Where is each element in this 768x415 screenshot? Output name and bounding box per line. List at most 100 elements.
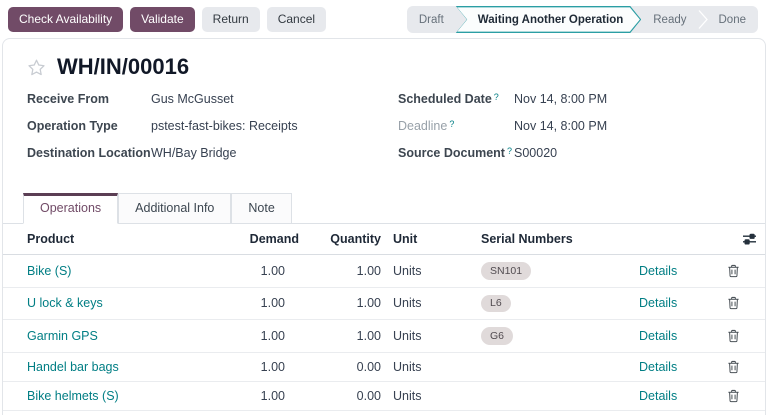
button-check-availability[interactable]: Check Availability (8, 6, 124, 33)
table-row: U lock & keys 1.00 1.00 Units L6 Details (3, 287, 765, 320)
page-title: WH/IN/00016 (57, 54, 190, 79)
table-row: Bike (S) 1.00 1.00 Units SN101 Details (3, 255, 765, 288)
chevron-right-icon (696, 6, 710, 33)
delete-row-button[interactable] (701, 296, 765, 310)
table-row: Handel bar bags 1.00 0.00 Units Details (3, 352, 765, 382)
unit-cell: Units (393, 359, 422, 374)
field-value[interactable]: WH/Bay Bridge (151, 146, 237, 160)
field-label: Destination Location (27, 146, 151, 160)
help-icon: ? (506, 146, 512, 156)
field-value[interactable]: Gus McGusset (151, 92, 234, 106)
field-source-document: Source Document? S00020 (398, 146, 741, 160)
delete-row-button[interactable] (701, 329, 765, 343)
sliders-icon (742, 232, 757, 246)
form-sheet: WH/IN/00016 Receive From Gus McGusset Op… (2, 38, 766, 415)
button-validate[interactable]: Validate (130, 6, 195, 33)
product-link[interactable]: Bike (S) (27, 263, 72, 278)
field-receive-from: Receive From Gus McGusset (27, 92, 398, 106)
tab-additional-info[interactable]: Additional Info (118, 193, 232, 223)
delete-row-button[interactable] (701, 264, 765, 278)
trash-icon (727, 360, 740, 374)
status-step-label: Waiting Another Operation (477, 13, 624, 26)
status-step-active-fill (457, 7, 640, 31)
help-icon: ? (449, 119, 455, 129)
demand-cell[interactable]: 1.00 (260, 263, 285, 278)
button-return[interactable]: Return (201, 6, 260, 33)
product-link[interactable]: Handel bar bags (27, 359, 119, 374)
details-button[interactable]: Details (639, 328, 678, 343)
trash-icon (727, 296, 740, 310)
statusbar: Draft Waiting Another Operation Ready Don… (406, 6, 758, 33)
header-demand: Demand (249, 232, 299, 246)
operations-table: Product Demand Quantity Unit Serial Numb… (3, 224, 765, 411)
field-area: Receive From Gus McGusset Operation Type… (3, 92, 765, 173)
table-header-row: Product Demand Quantity Unit Serial Numb… (3, 224, 765, 255)
details-button[interactable]: Details (639, 388, 678, 403)
trash-icon (727, 389, 740, 403)
quantity-cell[interactable]: 1.00 (356, 296, 381, 311)
field-label: Operation Type (27, 119, 118, 133)
field-value[interactable]: pstest-fast-bikes: Receipts (151, 119, 298, 133)
action-buttons: Check Availability Validate Return Cancel (8, 6, 327, 33)
details-button[interactable]: Details (639, 263, 678, 278)
field-value[interactable]: S00020 (514, 146, 558, 160)
field-label: Scheduled Date? (398, 92, 499, 106)
header-unit: Unit (393, 232, 418, 246)
header-serial-numbers: Serial Numbers (481, 232, 573, 246)
trash-icon (727, 264, 740, 278)
demand-cell[interactable]: 1.00 (260, 296, 285, 311)
favorite-star-icon[interactable] (27, 58, 46, 77)
field-label: Source Document? (398, 146, 512, 160)
unit-cell: Units (393, 263, 422, 278)
product-link[interactable]: Garmin GPS (27, 328, 98, 343)
table-row: Garmin GPS 1.00 1.00 Units G6 Details (3, 320, 765, 353)
header-quantity: Quantity (330, 232, 381, 246)
serial-numbers-cell: G6 (475, 327, 639, 345)
header-product: Product (27, 232, 75, 246)
field-label: Receive From (27, 92, 109, 106)
field-value[interactable]: Nov 14, 8:00 PM (514, 119, 608, 133)
field-operation-type: Operation Type pstest-fast-bikes: Receip… (27, 119, 398, 133)
field-value[interactable]: Nov 14, 8:00 PM (514, 92, 608, 106)
unit-cell: Units (393, 296, 422, 311)
field-destination-location: Destination Location WH/Bay Bridge (27, 146, 398, 160)
quantity-cell[interactable]: 1.00 (356, 263, 381, 278)
details-button[interactable]: Details (639, 359, 678, 374)
status-step-done[interactable]: Done (718, 13, 747, 26)
delete-row-button[interactable] (701, 389, 765, 403)
trash-icon (727, 329, 740, 343)
status-step-draft[interactable]: Draft (418, 13, 444, 26)
delete-row-button[interactable] (701, 360, 765, 374)
tab-note[interactable]: Note (231, 193, 292, 223)
status-step-ready[interactable]: Ready (653, 13, 687, 26)
serial-badge: SN101 (481, 262, 532, 280)
table-body: Bike (S) 1.00 1.00 Units SN101 Details U… (3, 255, 765, 411)
quantity-cell[interactable]: 0.00 (356, 388, 381, 403)
button-cancel[interactable]: Cancel (266, 6, 327, 33)
serial-badge: L6 (481, 294, 511, 312)
details-button[interactable]: Details (639, 296, 678, 311)
demand-cell[interactable]: 1.00 (260, 359, 285, 374)
optional-columns-button[interactable] (701, 232, 765, 246)
product-link[interactable]: Bike helmets (S) (27, 388, 119, 403)
field-label: Deadline? (398, 119, 455, 133)
unit-cell: Units (393, 328, 422, 343)
serial-badge: G6 (481, 327, 514, 345)
quantity-cell[interactable]: 1.00 (356, 328, 381, 343)
fields-left-column: Receive From Gus McGusset Operation Type… (27, 92, 398, 173)
status-step-waiting-another-operation[interactable]: Waiting Another Operation (456, 6, 641, 33)
field-scheduled-date: Scheduled Date? Nov 14, 8:00 PM (398, 92, 741, 106)
demand-cell[interactable]: 1.00 (260, 328, 285, 343)
notebook-tabs: Operations Additional Info Note (3, 173, 765, 224)
fields-right-column: Scheduled Date? Nov 14, 8:00 PM Deadline… (398, 92, 741, 173)
tab-operations[interactable]: Operations (23, 193, 119, 224)
quantity-cell[interactable]: 0.00 (356, 359, 381, 374)
unit-cell: Units (393, 388, 422, 403)
demand-cell[interactable]: 1.00 (260, 388, 285, 403)
table-row: Bike helmets (S) 1.00 0.00 Units Details (3, 381, 765, 411)
help-icon: ? (493, 92, 499, 102)
serial-numbers-cell: L6 (475, 294, 639, 312)
product-link[interactable]: U lock & keys (27, 296, 103, 311)
title-row: WH/IN/00016 (3, 39, 765, 92)
field-deadline: Deadline? Nov 14, 8:00 PM (398, 119, 741, 133)
